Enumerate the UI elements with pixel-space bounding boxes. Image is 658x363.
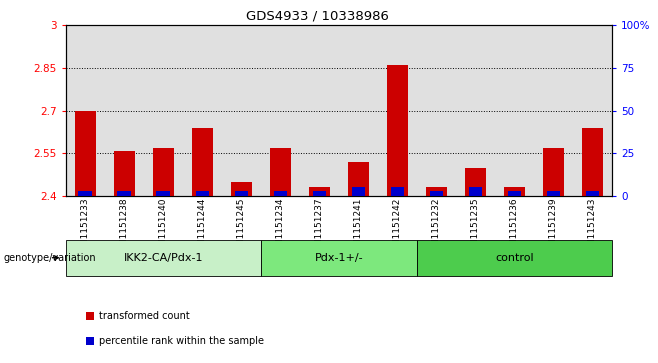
Bar <box>417 240 612 276</box>
Bar <box>114 151 135 196</box>
Text: genotype/variation: genotype/variation <box>3 253 96 263</box>
Bar <box>86 312 94 320</box>
Bar <box>86 337 94 345</box>
Bar <box>503 187 525 196</box>
Text: percentile rank within the sample: percentile rank within the sample <box>99 336 265 346</box>
Text: control: control <box>495 253 534 263</box>
Bar <box>234 191 248 196</box>
Bar <box>313 191 326 196</box>
Bar <box>195 191 209 196</box>
Bar <box>270 148 291 196</box>
Bar <box>309 187 330 196</box>
Bar <box>78 191 92 196</box>
Bar <box>118 191 131 196</box>
Bar <box>74 111 96 196</box>
Bar <box>468 187 482 196</box>
Title: GDS4933 / 10338986: GDS4933 / 10338986 <box>245 10 388 23</box>
Bar <box>582 128 603 196</box>
Bar <box>157 191 170 196</box>
Text: IKK2-CA/Pdx-1: IKK2-CA/Pdx-1 <box>124 253 203 263</box>
Bar <box>387 65 408 196</box>
Bar <box>430 191 443 196</box>
Bar <box>507 191 521 196</box>
Text: Pdx-1+/-: Pdx-1+/- <box>315 253 363 263</box>
Bar <box>351 187 365 196</box>
Bar <box>465 168 486 196</box>
Bar <box>426 187 447 196</box>
Text: transformed count: transformed count <box>99 311 190 321</box>
Bar <box>230 182 252 196</box>
Bar <box>191 128 213 196</box>
Bar <box>543 148 564 196</box>
Bar <box>347 162 369 196</box>
Bar <box>391 187 404 196</box>
Bar <box>274 191 287 196</box>
Bar <box>547 191 560 196</box>
Bar <box>66 240 261 276</box>
Bar <box>153 148 174 196</box>
Bar <box>261 240 417 276</box>
Bar <box>586 191 599 196</box>
